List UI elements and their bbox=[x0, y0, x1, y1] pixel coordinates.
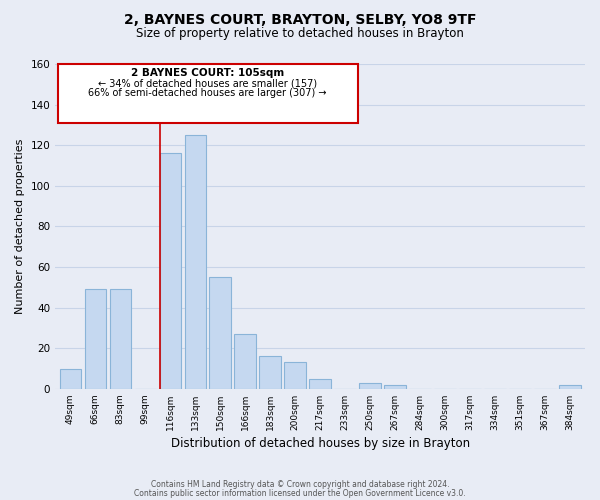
Bar bbox=[359, 382, 380, 389]
Y-axis label: Number of detached properties: Number of detached properties bbox=[15, 138, 25, 314]
Bar bbox=[85, 290, 106, 389]
Bar bbox=[160, 154, 181, 389]
Text: 66% of semi-detached houses are larger (307) →: 66% of semi-detached houses are larger (… bbox=[88, 88, 327, 99]
Bar bbox=[209, 277, 231, 389]
Bar bbox=[110, 290, 131, 389]
Bar bbox=[59, 368, 81, 389]
Bar bbox=[185, 135, 206, 389]
Text: Contains public sector information licensed under the Open Government Licence v3: Contains public sector information licen… bbox=[134, 488, 466, 498]
Bar bbox=[385, 385, 406, 389]
Text: Size of property relative to detached houses in Brayton: Size of property relative to detached ho… bbox=[136, 28, 464, 40]
X-axis label: Distribution of detached houses by size in Brayton: Distribution of detached houses by size … bbox=[170, 437, 470, 450]
Bar bbox=[235, 334, 256, 389]
Bar bbox=[259, 356, 281, 389]
Bar bbox=[559, 385, 581, 389]
Text: Contains HM Land Registry data © Crown copyright and database right 2024.: Contains HM Land Registry data © Crown c… bbox=[151, 480, 449, 489]
Bar bbox=[310, 378, 331, 389]
Text: ← 34% of detached houses are smaller (157): ← 34% of detached houses are smaller (15… bbox=[98, 78, 317, 88]
Text: 2 BAYNES COURT: 105sqm: 2 BAYNES COURT: 105sqm bbox=[131, 68, 284, 78]
Bar bbox=[284, 362, 306, 389]
FancyBboxPatch shape bbox=[58, 64, 358, 123]
Text: 2, BAYNES COURT, BRAYTON, SELBY, YO8 9TF: 2, BAYNES COURT, BRAYTON, SELBY, YO8 9TF bbox=[124, 12, 476, 26]
